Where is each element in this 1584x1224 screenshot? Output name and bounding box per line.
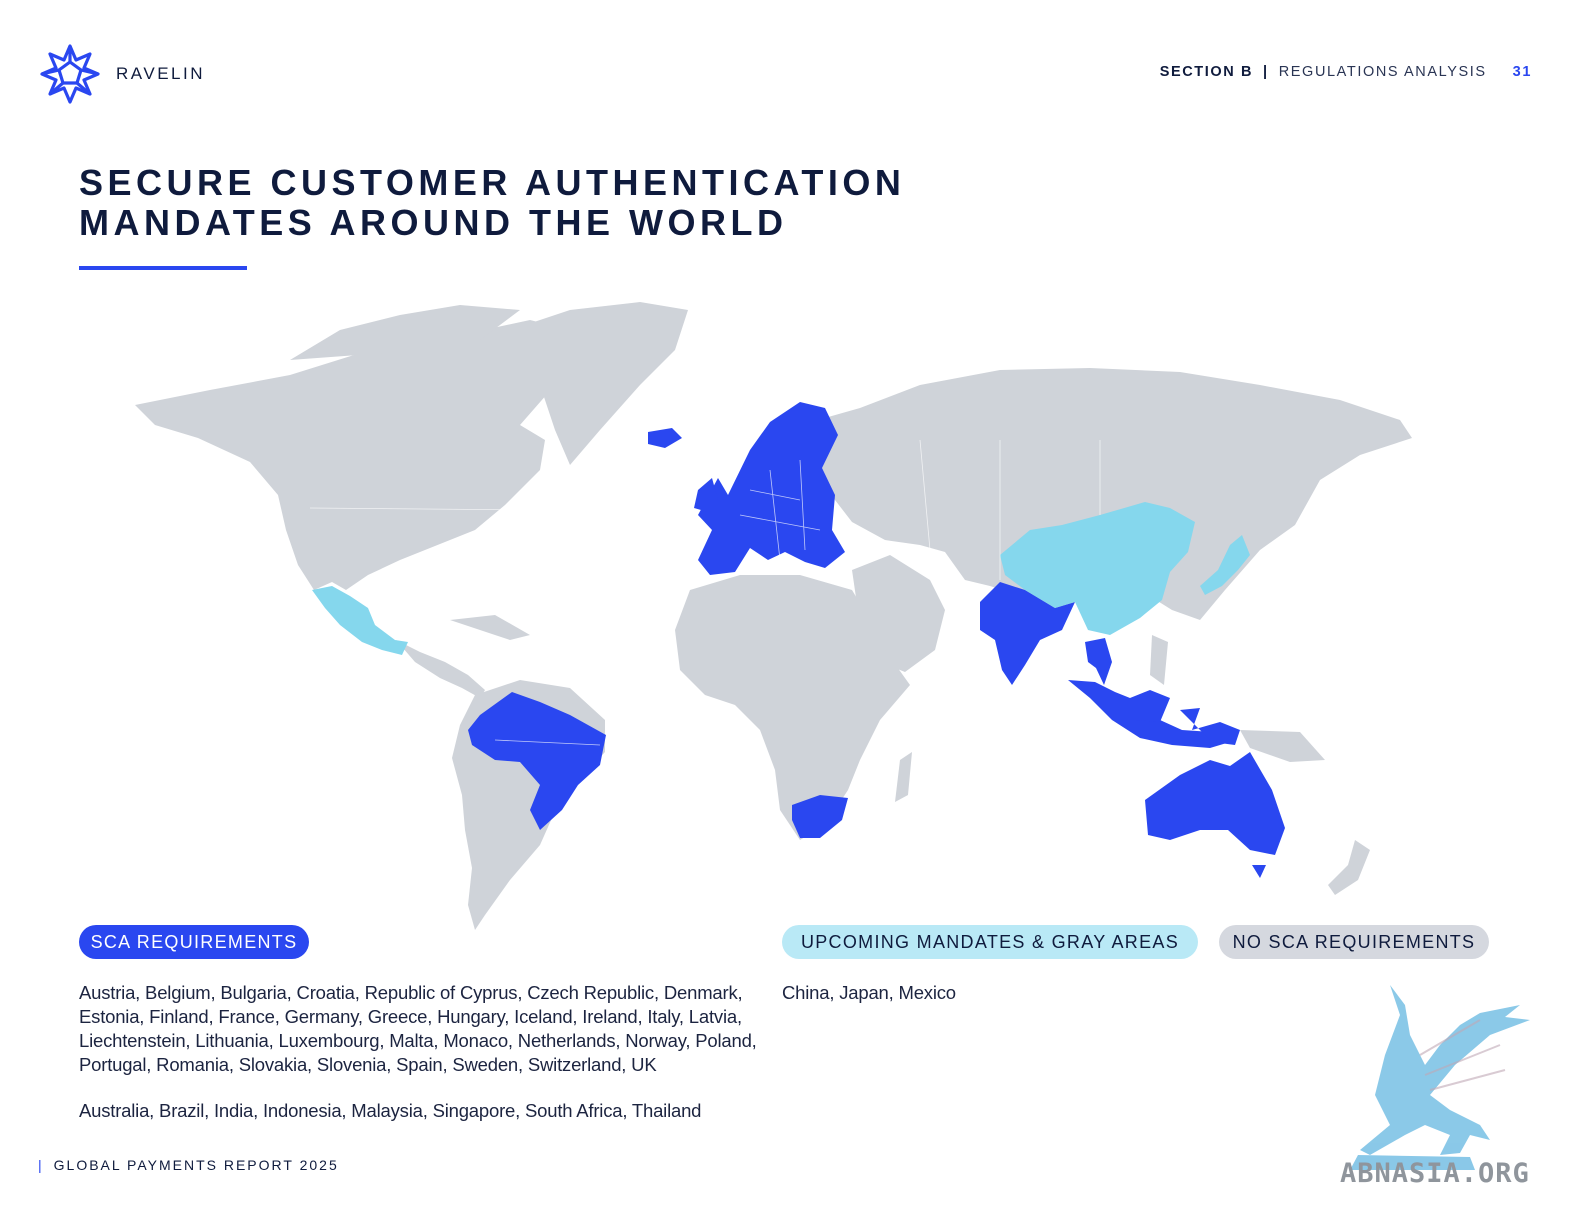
- region-new-zealand: [1328, 840, 1370, 895]
- region-europe-sca: [698, 402, 845, 575]
- region-mexico: [312, 586, 408, 655]
- region-greenland: [525, 302, 688, 465]
- region-thailand: [1085, 638, 1112, 685]
- legend-upcoming-mandates: UPCOMING MANDATES & GRAY AREAS: [782, 925, 1198, 959]
- brand-name: RAVELIN: [116, 64, 205, 83]
- border-lines: [309, 439, 1101, 746]
- region-uk-ireland: [694, 478, 718, 512]
- section-breadcrumb: SECTION B | REGULATIONS ANALYSIS 31: [1160, 64, 1532, 80]
- region-china: [1000, 502, 1195, 635]
- world-map: [135, 302, 1412, 930]
- griffin-watermark-icon: [1350, 985, 1530, 1170]
- report-footer: | GLOBAL PAYMENTS REPORT 2025: [38, 1157, 339, 1173]
- region-madagascar: [895, 752, 912, 802]
- section-label: SECTION B: [1159, 64, 1254, 80]
- region-north-america: [135, 320, 570, 590]
- sca-countries-europe: Austria, Belgium, Bulgaria, Croatia, Rep…: [79, 982, 757, 1075]
- region-iceland: [648, 428, 682, 448]
- title-underline: [79, 266, 247, 270]
- legend-sca-requirements: SCA REQUIREMENTS: [79, 925, 309, 959]
- section-title: REGULATIONS ANALYSIS: [1278, 64, 1487, 80]
- page-title-line-2: MANDATES AROUND THE WORLD: [79, 202, 788, 243]
- section-separator: |: [1263, 64, 1269, 80]
- region-eurasia: [800, 368, 1412, 620]
- region-caribbean: [450, 615, 530, 640]
- ravelin-logo: RAVELIN: [38, 42, 205, 106]
- region-sulawesi-papua: [1180, 708, 1240, 745]
- region-australia: [1145, 752, 1285, 855]
- page-title-line-1: SECURE CUSTOMER AUTHENTICATION: [79, 162, 906, 203]
- page-title: SECURE CUSTOMER AUTHENTICATION MANDATES …: [79, 163, 905, 243]
- region-arctic-islands: [290, 305, 520, 360]
- region-brazil: [468, 692, 606, 830]
- sca-countries-other: Australia, Brazil, India, Indonesia, Mal…: [79, 1100, 702, 1121]
- region-central-america: [396, 640, 485, 698]
- watermark-text: ABNASIA.ORG: [1340, 1158, 1530, 1189]
- region-south-africa: [792, 795, 848, 838]
- region-philippines: [1150, 635, 1168, 685]
- region-india: [980, 582, 1075, 685]
- upcoming-countries: China, Japan, Mexico: [782, 982, 956, 1003]
- page-number: 31: [1512, 64, 1532, 80]
- ravelin-star-icon: [40, 44, 100, 104]
- region-africa: [675, 575, 910, 840]
- region-new-guinea: [1240, 730, 1325, 762]
- region-borneo: [1125, 690, 1170, 722]
- region-japan: [1200, 535, 1250, 595]
- footer-text: GLOBAL PAYMENTS REPORT 2025: [53, 1157, 339, 1173]
- footer-divider: |: [38, 1157, 44, 1173]
- legend-no-sca-requirements: NO SCA REQUIREMENTS: [1219, 925, 1489, 959]
- region-tasmania: [1252, 865, 1266, 878]
